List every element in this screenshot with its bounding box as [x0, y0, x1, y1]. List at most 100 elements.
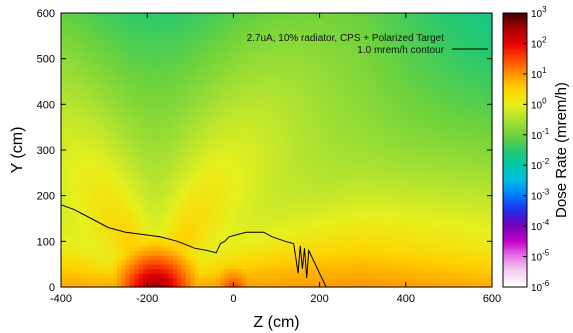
heatmap-cell: [362, 72, 368, 78]
heatmap-cell: [263, 13, 269, 19]
heatmap-cell: [155, 63, 161, 69]
heatmap-cell: [263, 49, 269, 55]
heatmap-cell: [237, 13, 243, 19]
heatmap-cell: [289, 241, 295, 247]
heatmap-cell: [198, 63, 204, 69]
heatmap-cell: [289, 72, 295, 78]
heatmap-cell: [164, 282, 170, 288]
heatmap-cell: [160, 277, 166, 284]
heatmap-cell: [86, 49, 92, 55]
heatmap-cell: [117, 76, 122, 83]
heatmap-cell: [349, 95, 355, 101]
heatmap-cell: [181, 54, 187, 60]
heatmap-cell: [61, 54, 66, 60]
heatmap-cell: [142, 236, 148, 242]
heatmap-cell: [207, 200, 213, 206]
heatmap-cell: [375, 250, 381, 256]
heatmap-cell: [289, 81, 295, 87]
heatmap-cell: [125, 17, 131, 23]
heatmap-cell: [177, 31, 183, 37]
heatmap-cell: [95, 26, 101, 32]
heatmap-cell: [211, 145, 217, 151]
heatmap-cell: [181, 131, 187, 137]
heatmap-cell: [142, 172, 148, 178]
heatmap-cell: [298, 13, 303, 19]
heatmap-cell: [91, 255, 97, 261]
heatmap-cell: [319, 236, 325, 242]
heatmap-cell: [203, 204, 209, 210]
heatmap-cell: [237, 63, 243, 69]
heatmap-cell: [151, 227, 157, 233]
heatmap-cell: [285, 273, 291, 279]
heatmap-cell: [104, 213, 110, 220]
heatmap-cell: [69, 154, 75, 160]
heatmap-cell: [194, 191, 200, 197]
heatmap-cell: [319, 58, 325, 64]
heatmap-cell: [414, 259, 420, 265]
heatmap-cell: [289, 58, 295, 64]
heatmap-cell: [397, 86, 403, 92]
heatmap-cell: [73, 90, 79, 96]
heatmap-cell: [207, 191, 213, 197]
heatmap-cell: [181, 58, 187, 64]
heatmap-cell: [104, 159, 110, 165]
heatmap-cell: [298, 76, 303, 83]
heatmap-cell: [177, 140, 183, 147]
heatmap-cell: [155, 223, 161, 229]
heatmap-cell: [289, 223, 295, 229]
heatmap-cell: [379, 245, 385, 252]
heatmap-cell: [129, 209, 135, 215]
heatmap-cell: [418, 264, 424, 270]
heatmap-cell: [388, 245, 394, 252]
heatmap-cell: [349, 241, 355, 247]
heatmap-cell: [358, 90, 364, 96]
heatmap-cell: [367, 63, 372, 69]
heatmap-cell: [358, 95, 364, 101]
heatmap-cell: [315, 204, 321, 210]
heatmap-cell: [328, 44, 334, 51]
heatmap-cell: [198, 245, 204, 252]
heatmap-cell: [345, 13, 351, 19]
heatmap-cell: [285, 63, 291, 69]
heatmap-cell: [315, 136, 321, 142]
heatmap-cell: [198, 44, 204, 51]
heatmap-cell: [319, 213, 325, 220]
heatmap-cell: [134, 255, 140, 261]
heatmap-cell: [250, 200, 256, 206]
heatmap-cell: [254, 245, 260, 252]
heatmap-cell: [177, 186, 183, 192]
heatmap-cell: [229, 31, 234, 37]
heatmap-cell: [267, 177, 273, 183]
heatmap-cell: [95, 268, 101, 274]
heatmap-cell: [276, 54, 282, 60]
heatmap-cell: [129, 44, 135, 51]
heatmap-cell: [280, 236, 286, 242]
heatmap-cell: [349, 131, 355, 137]
heatmap-cell: [276, 67, 282, 73]
heatmap-cell: [310, 122, 316, 128]
heatmap-cell: [233, 259, 239, 265]
heatmap-cell: [302, 140, 308, 147]
heatmap-cell: [185, 245, 191, 252]
heatmap-cell: [310, 268, 316, 274]
heatmap-cell: [78, 54, 84, 60]
heatmap-cell: [414, 136, 420, 142]
heatmap-cell: [61, 154, 66, 160]
heatmap-cell: [319, 172, 325, 178]
heatmap-cell: [280, 191, 286, 197]
heatmap-cell: [392, 81, 398, 87]
heatmap-cell: [289, 86, 295, 92]
heatmap-cell: [194, 22, 200, 28]
heatmap-cell: [410, 236, 416, 242]
heatmap-cell: [61, 273, 66, 279]
heatmap-cell: [315, 40, 321, 46]
heatmap-cell: [254, 13, 260, 19]
heatmap-cell: [358, 218, 364, 224]
heatmap-cell: [160, 236, 166, 242]
heatmap-cell: [142, 58, 148, 64]
heatmap-cell: [349, 209, 355, 215]
heatmap-cell: [285, 204, 291, 210]
heatmap-cell: [86, 118, 92, 124]
heatmap-cell: [345, 104, 351, 110]
heatmap-cell: [285, 209, 291, 215]
